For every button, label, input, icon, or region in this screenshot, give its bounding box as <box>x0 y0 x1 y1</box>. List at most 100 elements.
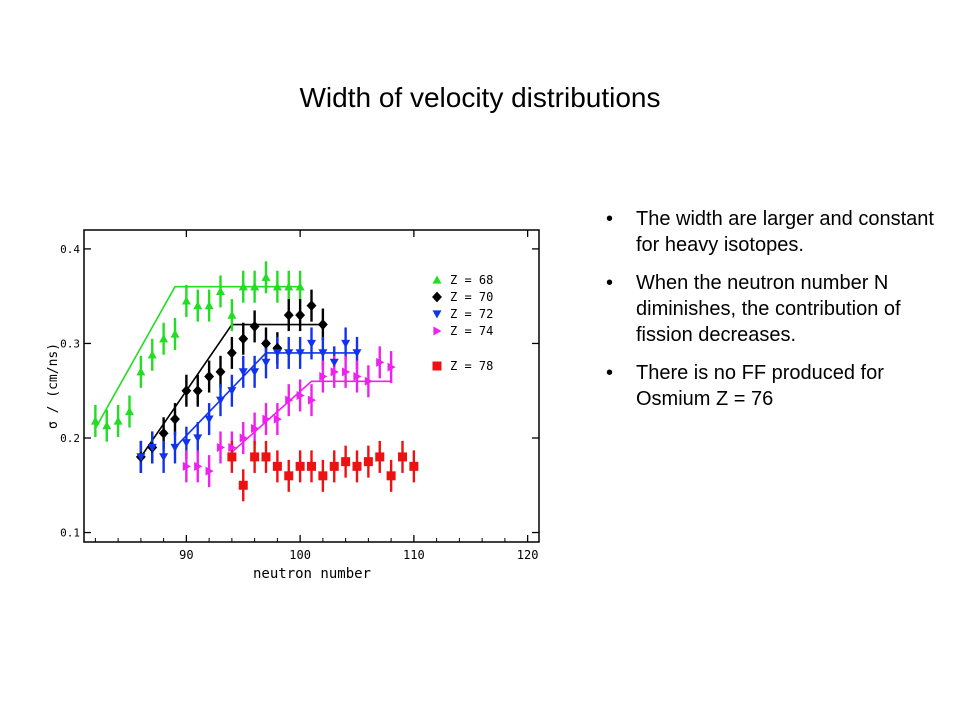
data-point <box>238 282 248 291</box>
data-point <box>113 416 123 425</box>
data-point <box>273 414 282 424</box>
data-point <box>226 347 237 359</box>
data-point <box>158 427 169 439</box>
data-point <box>216 286 225 296</box>
data-point <box>342 367 351 377</box>
x-tick-label: 120 <box>517 548 539 562</box>
y-axis-label: σ / (cm/ns) <box>46 343 61 429</box>
data-point <box>181 296 191 305</box>
data-point <box>227 310 237 319</box>
data-point <box>249 321 260 332</box>
data-point <box>295 461 305 471</box>
legend-marker <box>432 291 442 303</box>
data-point <box>250 452 260 462</box>
data-point <box>216 396 225 405</box>
data-point <box>147 443 157 452</box>
data-point <box>329 461 339 471</box>
data-point <box>318 471 328 481</box>
legend-label: Z = 74 <box>450 324 493 338</box>
data-point <box>90 416 100 425</box>
data-point <box>262 414 271 424</box>
data-point <box>261 452 271 462</box>
data-point <box>136 453 146 462</box>
data-point <box>147 350 157 359</box>
data-point <box>284 349 294 358</box>
data-point <box>261 272 271 281</box>
bullet-item: When the neutron number N diminishes, th… <box>606 270 936 348</box>
data-point <box>204 371 215 382</box>
data-point <box>285 395 294 405</box>
bullet-item: The width are larger and constant for he… <box>606 206 936 258</box>
data-point <box>307 461 316 471</box>
x-tick-label: 110 <box>403 548 425 562</box>
data-point <box>307 339 316 348</box>
data-point <box>318 349 328 358</box>
data-point <box>319 372 328 382</box>
data-point <box>238 333 249 345</box>
legend-label: Z = 68 <box>450 273 493 287</box>
data-point <box>341 339 351 348</box>
y-tick-label: 0.3 <box>60 337 80 350</box>
data-point <box>330 367 339 377</box>
data-point <box>307 395 316 405</box>
legend-label: Z = 72 <box>450 307 493 321</box>
data-point <box>261 338 271 349</box>
legend-marker <box>432 275 442 284</box>
legend-label: Z = 70 <box>450 290 493 304</box>
y-tick-label: 0.2 <box>60 432 80 445</box>
data-point <box>170 413 180 425</box>
y-tick-label: 0.4 <box>60 243 80 256</box>
data-point <box>181 385 192 397</box>
data-point <box>296 390 305 400</box>
data-point <box>364 376 373 386</box>
data-point <box>284 282 294 291</box>
data-point <box>409 461 419 471</box>
data-point <box>170 443 180 452</box>
data-point <box>352 461 362 471</box>
data-point <box>363 457 373 467</box>
x-axis-label: neutron number <box>253 566 371 582</box>
data-point <box>272 349 282 358</box>
data-point <box>102 421 112 430</box>
data-point <box>387 362 396 372</box>
legend-label: Z = 78 <box>450 359 493 373</box>
data-point <box>193 301 203 310</box>
data-point <box>159 453 169 462</box>
data-point <box>398 452 407 462</box>
data-point <box>204 301 214 310</box>
data-point <box>228 442 237 452</box>
legend-marker <box>432 361 442 371</box>
data-point <box>295 309 306 321</box>
data-point <box>238 480 248 490</box>
x-tick-label: 100 <box>289 548 311 562</box>
data-point <box>182 461 191 471</box>
data-point <box>295 349 305 358</box>
data-point <box>181 439 191 448</box>
data-point <box>352 349 362 358</box>
data-point <box>251 424 260 434</box>
data-point <box>170 329 180 338</box>
slide-title: Width of velocity distributions <box>299 82 661 113</box>
data-point <box>216 442 225 452</box>
data-point <box>284 471 294 481</box>
data-point <box>227 387 237 396</box>
data-point <box>125 407 134 416</box>
data-point <box>375 452 385 462</box>
chart: 90 100 110 120 0.1 0.2 0.3 0.4 Z = 68 Z = 70 Z = … <box>46 229 540 582</box>
data-point <box>193 434 203 443</box>
data-point <box>238 368 248 377</box>
data-point <box>353 372 362 382</box>
bullet-list: The width are larger and constant for he… <box>606 206 936 424</box>
data-point <box>239 433 248 443</box>
legend-marker <box>432 310 442 319</box>
data-point <box>386 471 396 481</box>
y-tick-label: 0.1 <box>60 527 80 540</box>
data-point <box>272 342 283 354</box>
x-tick-label: 90 <box>179 548 193 562</box>
data-point <box>215 366 226 378</box>
data-point <box>261 358 271 367</box>
data-point <box>194 461 203 471</box>
bullet-item: There is no FF produced for Osmium Z = 7… <box>606 360 936 412</box>
data-point <box>295 282 305 291</box>
data-point <box>329 358 339 367</box>
